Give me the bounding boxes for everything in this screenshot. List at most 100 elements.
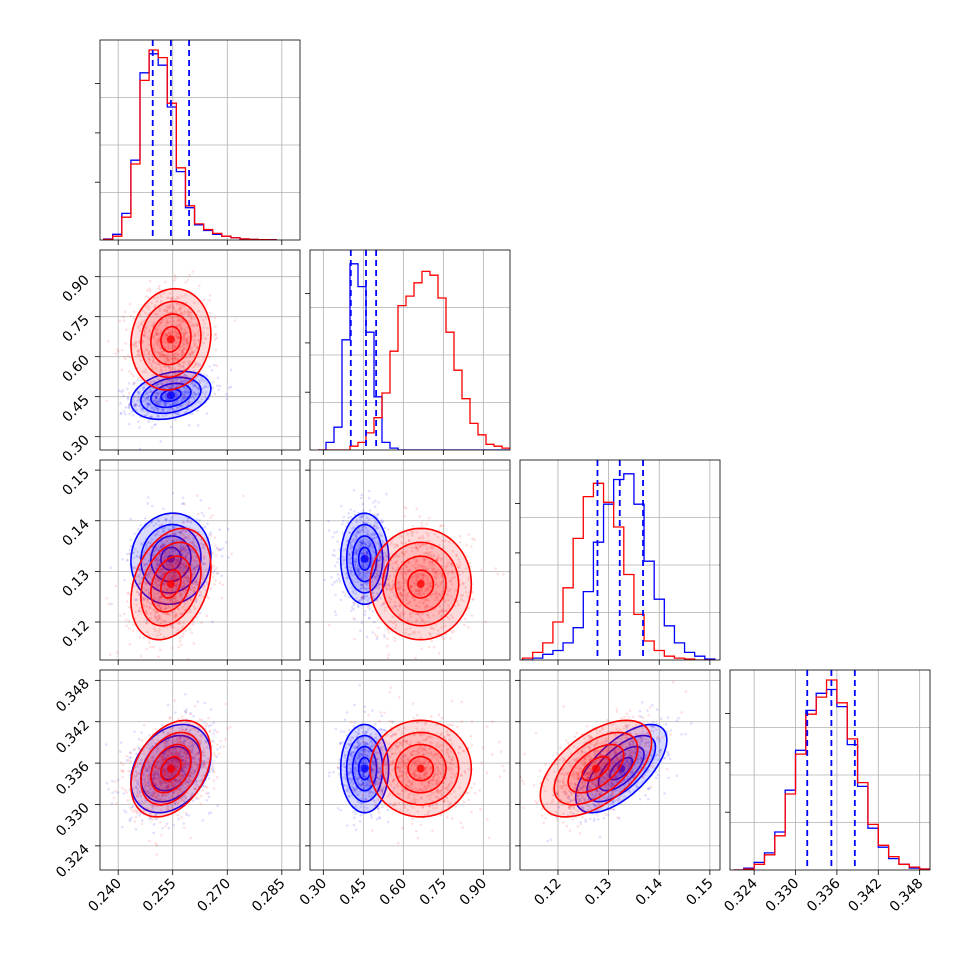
sample-point: [169, 292, 172, 295]
sample-point: [186, 551, 190, 555]
sample-point: [139, 542, 143, 545]
sample-point: [181, 334, 185, 338]
sample-point: [177, 323, 181, 327]
sample-point: [196, 362, 200, 366]
sample-point: [171, 347, 175, 351]
sample-point: [123, 578, 126, 582]
sample-point: [144, 305, 148, 308]
sample-point: [200, 378, 204, 382]
sample-point: [187, 557, 191, 560]
sample-point: [203, 322, 207, 325]
sample-point: [178, 636, 182, 640]
sample-point: [161, 339, 165, 342]
sample-point: [209, 811, 213, 814]
sample-point: [185, 548, 189, 552]
sample-point: [154, 332, 157, 335]
sample-point: [359, 629, 362, 632]
sample-point: [143, 598, 147, 602]
sample-point: [157, 344, 161, 347]
sample-point: [151, 360, 155, 364]
sample-point: [204, 396, 208, 400]
sample-point: [107, 787, 110, 791]
sample-point: [199, 499, 203, 502]
sample-point: [152, 823, 156, 826]
sample-point: [166, 398, 169, 402]
sample-point: [371, 501, 375, 504]
sample-point: [147, 352, 150, 355]
sample-point: [159, 607, 162, 611]
sample-point: [152, 347, 155, 350]
sample-point: [183, 583, 186, 586]
sample-point: [144, 401, 148, 405]
sample-point: [151, 585, 155, 589]
sample-point: [147, 641, 151, 644]
sample-point: [141, 591, 145, 594]
sample-point: [229, 368, 233, 372]
sample-point: [138, 593, 141, 596]
sample-point: [212, 564, 215, 568]
sample-point: [367, 559, 371, 562]
sample-point: [197, 388, 201, 392]
sample-point: [181, 349, 184, 352]
sample-point: [117, 350, 120, 353]
sample-point: [420, 521, 424, 525]
sample-point: [184, 530, 188, 533]
sample-point: [175, 324, 179, 327]
sample-point: [196, 331, 200, 335]
sample-point: [185, 395, 188, 399]
sample-point: [180, 318, 184, 322]
sample-point: [191, 569, 194, 573]
sample-point: [138, 591, 141, 595]
sample-point: [156, 383, 159, 387]
sample-point: [213, 728, 217, 732]
sample-point: [181, 351, 185, 354]
sample-point: [147, 572, 151, 575]
sample-point: [205, 374, 209, 378]
sample-point: [132, 551, 136, 554]
sample-point: [199, 375, 203, 379]
sample-point: [363, 610, 367, 613]
sample-point: [189, 588, 193, 592]
sample-point: [168, 563, 172, 567]
sample-point: [158, 346, 162, 350]
sample-point: [182, 304, 185, 308]
sample-point: [229, 385, 233, 389]
sample-point: [147, 524, 151, 527]
sample-point: [190, 381, 194, 385]
sample-point: [179, 352, 183, 356]
sample-point: [174, 372, 177, 375]
sample-point: [167, 602, 170, 605]
sample-point: [168, 403, 172, 407]
sample-point: [158, 321, 162, 325]
sample-point: [137, 737, 141, 741]
sample-point: [175, 545, 178, 548]
sample-point: [211, 386, 215, 390]
sample-point: [157, 340, 160, 344]
sample-point: [386, 528, 390, 532]
sample-point: [213, 316, 217, 320]
sample-point: [176, 392, 180, 396]
sample-point: [192, 369, 196, 373]
sample-point: [387, 630, 391, 634]
sample-point: [187, 424, 191, 427]
histogram-panel-2: [520, 460, 720, 660]
sample-point: [165, 318, 169, 322]
sample-point: [418, 515, 421, 518]
sample-point: [169, 550, 172, 554]
sample-point: [216, 572, 219, 575]
sample-point: [184, 397, 187, 400]
sample-point: [186, 314, 190, 317]
sample-point: [168, 574, 171, 578]
sample-point: [191, 270, 194, 273]
sample-point: [159, 545, 163, 548]
sample-point: [178, 383, 182, 387]
sample-point: [331, 535, 335, 539]
sample-point: [168, 598, 171, 601]
sample-point: [167, 328, 170, 332]
sample-point: [193, 390, 196, 394]
sample-point: [140, 322, 144, 325]
sample-point: [182, 348, 186, 351]
sample-point: [183, 546, 186, 550]
sample-point: [212, 570, 215, 574]
